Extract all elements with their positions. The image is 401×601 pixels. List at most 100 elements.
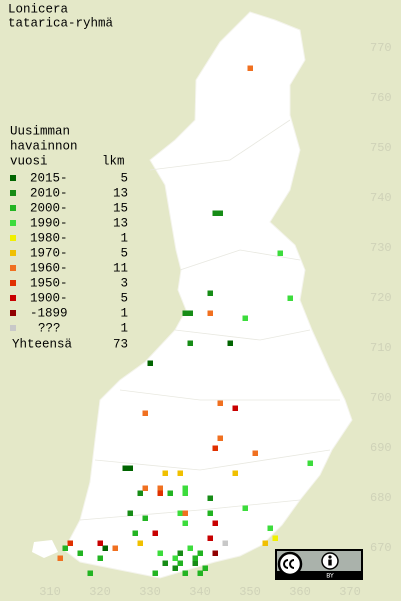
legend-label: 1960- [30,261,68,275]
easting-label: 310 [39,585,61,599]
legend-count: 5 [120,171,128,185]
occurrence-cell [287,295,293,301]
northing-label: 700 [370,391,392,405]
occurrence-cell [157,550,163,556]
occurrence-cell [207,510,213,516]
legend-swatch [10,295,16,301]
occurrence-cell [147,360,153,366]
legend-heading: Uusimman [10,124,70,138]
legend-swatch [10,250,16,256]
occurrence-cell [137,490,143,496]
occurrence-cell [192,560,198,566]
occurrence-cell [187,340,193,346]
occurrence-cell [157,490,163,496]
occurrence-cell [132,530,138,536]
occurrence-cell [182,310,188,316]
occurrence-cell [212,445,218,451]
by-body [328,559,332,566]
easting-label: 360 [289,585,311,599]
legend-swatch [10,310,16,316]
legend-label: 2010- [30,186,68,200]
legend-count-heading: lkm [102,154,125,168]
occurrence-cell [152,570,158,576]
occurrence-cell [262,540,268,546]
occurrence-cell [182,490,188,496]
occurrence-cell [277,250,283,256]
occurrence-cell [97,540,103,546]
easting-label: 350 [239,585,261,599]
easting-label: 330 [139,585,161,599]
occurrence-cell [172,555,178,561]
aland-islands [32,540,58,558]
occurrence-cell [182,485,188,491]
easting-label: 340 [189,585,211,599]
title-line: Lonicera [8,2,69,16]
occurrence-cell [267,525,273,531]
occurrence-cell [217,400,223,406]
occurrence-cell [217,210,223,216]
occurrence-cell [207,495,213,501]
legend-total-label: Yhteensä [12,337,73,351]
legend-count: 5 [120,246,128,260]
occurrence-cell [232,405,238,411]
occurrence-cell [162,470,168,476]
legend-swatch [10,265,16,271]
occurrence-cell [177,560,183,566]
legend-label: 1980- [30,231,68,245]
occurrence-cell [87,570,93,576]
occurrence-cell [212,210,218,216]
occurrence-cell [247,65,253,71]
legend-count: 1 [120,231,128,245]
license-badge: BY [275,549,363,580]
northing-label: 690 [370,441,392,455]
border [149,119,291,171]
legend-count: 13 [113,186,128,200]
legend-label: 2000- [30,201,68,215]
occurrence-cell [77,550,83,556]
by-head [328,555,332,559]
occurrence-cell [127,510,133,516]
legend-count: 11 [113,261,128,275]
occurrence-cell [177,550,183,556]
occurrence-cell [187,545,193,551]
legend-label: ??? [38,321,61,335]
legend-count: 1 [120,306,128,320]
border [119,389,340,401]
occurrence-cell [187,310,193,316]
occurrence-cell [172,565,178,571]
northing-label: 750 [370,141,392,155]
border [174,329,311,341]
legend-count: 1 [120,321,128,335]
legend-swatch [10,235,16,241]
occurrence-cell [252,450,258,456]
occurrence-cell [177,510,183,516]
occurrence-cell [207,310,213,316]
northing-label: 720 [370,291,392,305]
border [79,499,301,521]
occurrence-cell [217,435,223,441]
occurrence-cell [207,535,213,541]
northing-label: 670 [370,541,392,555]
legend-label: 1950- [30,276,68,290]
northing-label: 680 [370,491,392,505]
occurrence-cell [127,465,133,471]
legend-label: 1990- [30,216,68,230]
legend-swatch [10,325,16,331]
occurrence-cell [112,545,118,551]
region-borders [79,119,340,521]
legend-count: 13 [113,216,128,230]
northing-label: 770 [370,41,392,55]
northing-label: 760 [370,91,392,105]
cc-letters [283,559,295,569]
occurrence-cell [227,340,233,346]
legend-count: 5 [120,291,128,305]
title-line: tatarica-ryhmä [8,16,114,30]
border [179,249,301,271]
occurrence-cell [212,520,218,526]
occurrence-cell [242,505,248,511]
occurrence-cell [197,550,203,556]
occurrence-cell [167,490,173,496]
occurrence-cell [142,515,148,521]
occurrence-cell [182,570,188,576]
occurrence-cell [157,485,163,491]
